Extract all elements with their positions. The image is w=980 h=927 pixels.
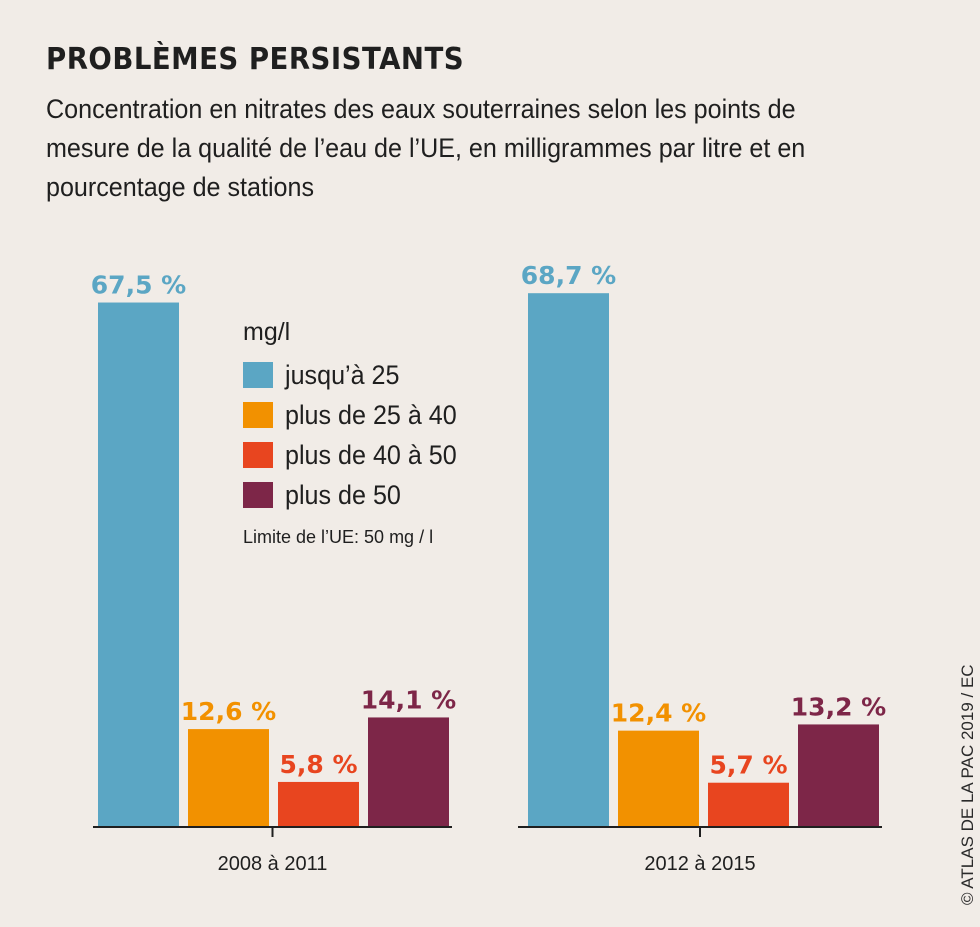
legend-label: plus de 25 à 40 [285, 399, 457, 430]
bar [98, 302, 179, 827]
legend-label: plus de 50 [285, 479, 401, 510]
bar [278, 781, 359, 827]
legend-note: Limite de l’UE: 50 mg / l [243, 527, 434, 547]
x-tick-label: 2008 à 2011 [218, 853, 328, 875]
data-label: 67,5 % [91, 271, 186, 300]
legend-item: plus de 50 [243, 475, 470, 515]
x-tick-label: 2012 à 2015 [644, 853, 755, 875]
bar [528, 293, 609, 827]
data-label: 12,4 % [611, 699, 706, 728]
data-label: 13,2 % [791, 692, 886, 721]
data-label: 5,8 % [279, 750, 357, 779]
data-label: 14,1 % [361, 685, 456, 714]
chart-title: PROBLÈMES PERSISTANTS [46, 42, 465, 77]
legend-item: plus de 40 à 50 [243, 435, 470, 475]
bar [618, 730, 699, 827]
legend-swatch [243, 482, 273, 508]
bar [368, 717, 449, 827]
legend-item: jusqu’à 25 [243, 355, 470, 395]
legend-swatch [243, 402, 273, 428]
legend-title: mg/l [243, 318, 291, 346]
bar [188, 729, 269, 827]
legend-swatch [243, 442, 273, 468]
bar [708, 782, 789, 827]
chart-subtitle: Concentration en nitrates des eaux soute… [46, 94, 806, 202]
credit-text: © ATLAS DE LA PAC 2019 / EC [958, 664, 977, 905]
bar [798, 724, 879, 827]
legend-label: plus de 40 à 50 [285, 439, 457, 470]
data-label: 68,7 % [521, 261, 616, 290]
legend-item: plus de 25 à 40 [243, 395, 470, 435]
legend: mg/l jusqu’à 25 plus de 25 à 40 plus de … [243, 318, 470, 548]
data-label: 5,7 % [709, 751, 787, 780]
legend-label: jusqu’à 25 [285, 359, 400, 390]
data-label: 12,6 % [181, 697, 276, 726]
legend-swatch [243, 362, 273, 388]
